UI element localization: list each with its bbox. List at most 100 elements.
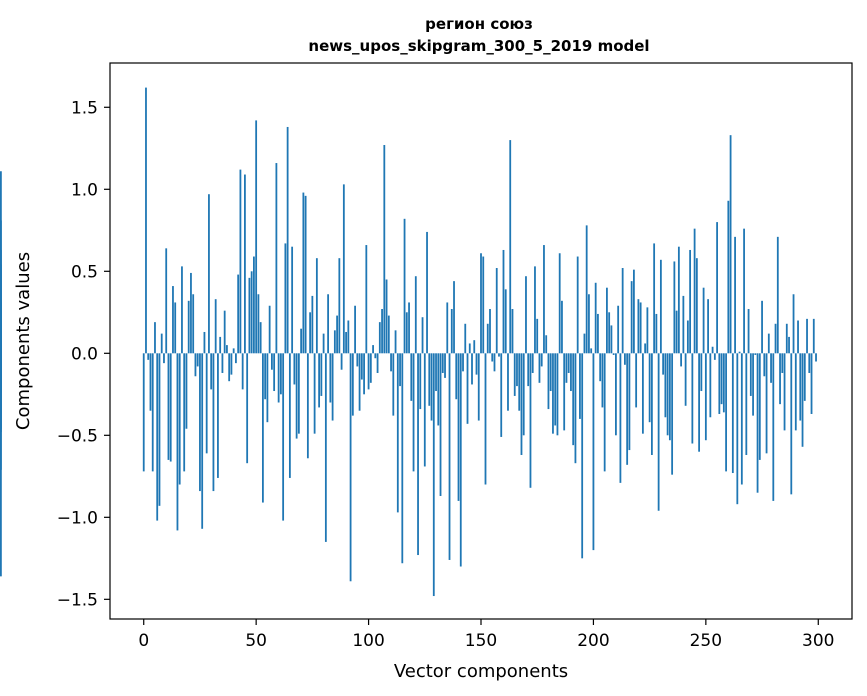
bar <box>230 353 233 375</box>
bar <box>459 353 462 567</box>
bar <box>286 126 289 354</box>
bar <box>554 353 557 426</box>
bar <box>516 353 518 387</box>
bar <box>608 312 611 354</box>
bar <box>763 353 766 377</box>
bar <box>264 353 267 400</box>
bar <box>244 174 246 354</box>
bar <box>450 309 453 354</box>
bar <box>781 353 784 373</box>
bar <box>734 236 736 354</box>
bar <box>462 353 464 372</box>
bar <box>808 353 811 373</box>
bar <box>295 353 298 439</box>
bar <box>644 343 647 354</box>
bar <box>659 259 662 354</box>
bar <box>457 353 460 501</box>
bar <box>673 261 676 354</box>
bar <box>203 331 206 354</box>
bar <box>142 353 145 472</box>
bar <box>282 353 285 521</box>
bar <box>466 353 469 424</box>
bar <box>493 353 496 372</box>
bar <box>565 353 568 383</box>
bar <box>324 353 327 542</box>
bar <box>518 353 521 411</box>
bar <box>797 320 799 354</box>
bar <box>540 353 543 367</box>
bar <box>630 281 633 354</box>
bar <box>331 353 334 421</box>
bar <box>426 231 428 354</box>
bar <box>731 353 734 474</box>
bar <box>473 340 476 354</box>
bar <box>390 353 392 372</box>
bar <box>709 353 712 418</box>
bar <box>315 258 318 354</box>
bar <box>606 287 608 354</box>
bar <box>558 253 561 354</box>
bar <box>277 353 280 403</box>
bar <box>376 353 379 373</box>
plot-area-frame <box>109 62 853 620</box>
bar <box>779 353 781 405</box>
bar <box>342 184 345 354</box>
bar <box>392 353 395 416</box>
bar <box>432 353 435 597</box>
bar <box>727 200 730 354</box>
bar <box>0 353 2 470</box>
bar <box>156 353 159 521</box>
bar <box>232 348 235 354</box>
bar <box>698 353 701 452</box>
y-tick-label: −0.5 <box>57 426 98 446</box>
bar <box>556 353 559 436</box>
bar <box>223 310 226 354</box>
bar <box>641 353 644 434</box>
bar <box>529 353 532 488</box>
bar <box>581 353 584 559</box>
bar <box>358 353 361 411</box>
bar <box>347 320 350 354</box>
bar <box>682 295 685 354</box>
bar <box>628 353 631 451</box>
bar <box>716 222 718 354</box>
bar <box>439 353 442 496</box>
bar <box>261 353 264 503</box>
bar <box>770 353 772 383</box>
bar <box>749 353 752 396</box>
bar <box>594 282 597 354</box>
bar <box>570 353 572 392</box>
bar <box>772 353 775 501</box>
x-tick-label: 150 <box>465 631 497 651</box>
bar <box>360 353 363 380</box>
bar <box>525 276 527 354</box>
bar <box>520 353 523 455</box>
bar <box>736 353 739 505</box>
bar <box>675 310 678 354</box>
bar <box>190 272 192 354</box>
y-tick-label: −1.5 <box>57 590 98 610</box>
bar <box>482 256 485 354</box>
bar <box>412 353 415 472</box>
bar <box>489 309 491 354</box>
bar <box>585 225 588 354</box>
bar <box>365 245 368 354</box>
bar <box>322 333 325 354</box>
bar <box>743 228 745 354</box>
bar <box>765 353 768 454</box>
bar <box>181 266 183 354</box>
bar <box>718 353 721 414</box>
bar <box>536 318 539 354</box>
bar <box>563 353 566 431</box>
bar <box>621 268 624 354</box>
bar <box>419 353 422 410</box>
bar <box>592 353 595 551</box>
bar <box>657 353 660 511</box>
bar <box>522 353 525 436</box>
bar <box>297 353 300 434</box>
bar <box>279 353 282 395</box>
bar <box>538 353 541 383</box>
bar <box>583 333 586 354</box>
bar <box>176 353 179 531</box>
bar <box>0 264 2 354</box>
